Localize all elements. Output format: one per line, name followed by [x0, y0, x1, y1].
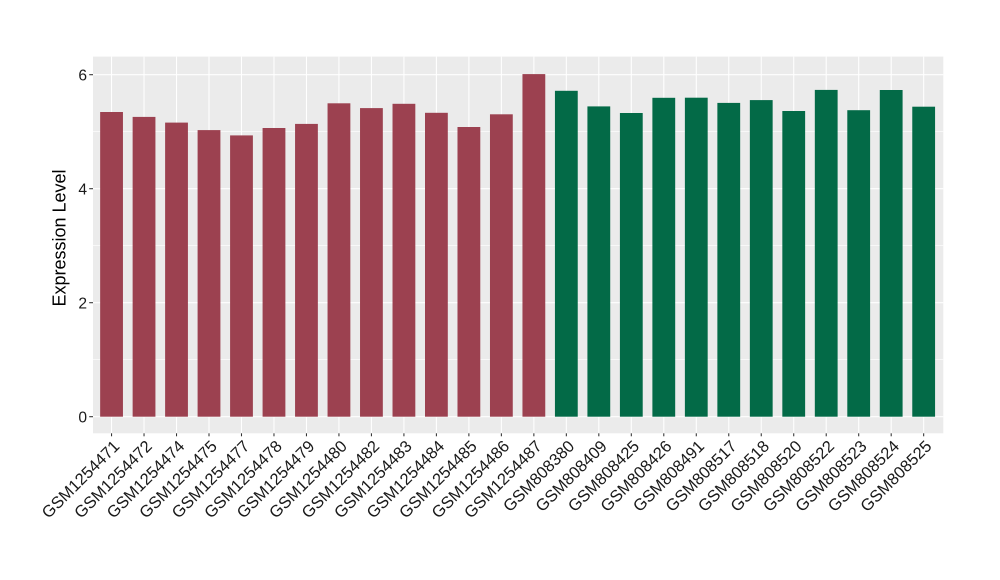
svg-text:2: 2: [78, 295, 87, 312]
svg-text:0: 0: [78, 409, 87, 426]
svg-text:4: 4: [78, 181, 87, 198]
svg-text:6: 6: [78, 67, 87, 84]
svg-text:Expression Level: Expression Level: [49, 169, 69, 306]
